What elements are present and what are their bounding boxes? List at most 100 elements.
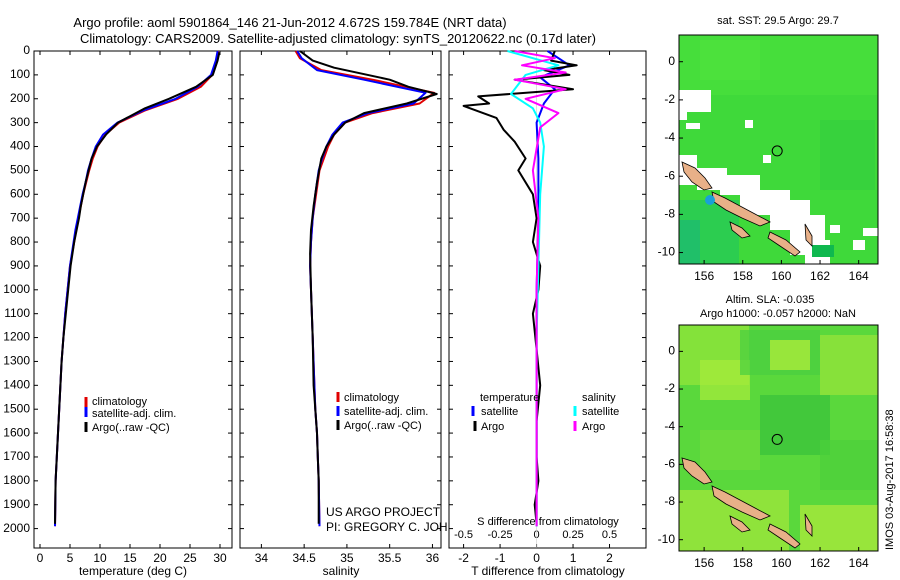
y-tick-label: 1300 xyxy=(3,354,30,368)
map-x-tick-label: 162 xyxy=(810,556,830,570)
float-position-marker xyxy=(771,145,783,157)
sla-map-frame xyxy=(678,324,879,552)
difference-axes-frame xyxy=(448,50,647,549)
series-line-salinity-argo xyxy=(513,50,567,527)
difference-panel: -2 -1 0 1 2-0.5 -0.25 0 0.25 0.5 S difference fr… xyxy=(448,50,647,578)
map-x-tick-label: 160 xyxy=(771,269,791,283)
map-y-tick-label: 0 xyxy=(668,54,675,68)
x-tick-label: 35.5 xyxy=(378,551,402,565)
x-tick-label: 34.5 xyxy=(292,551,316,565)
legend-sat-label: satellite-adj. clim. xyxy=(344,406,428,418)
map-x-tick-label: 160 xyxy=(771,556,791,570)
legend-argo-label: Argo(..raw -QC) xyxy=(344,420,422,432)
y-tick-label: 300 xyxy=(10,115,30,129)
s-tick-label: 0.5 xyxy=(602,529,617,541)
legend-sat-label: satellite-adj. clim. xyxy=(92,408,176,420)
x-tick-label: 20 xyxy=(153,551,167,565)
x-tick-label: -2 xyxy=(458,551,469,565)
x-tick-label: 0 xyxy=(37,551,44,565)
legend-temperature-header: temperature xyxy=(480,392,539,404)
legend-clim-label: climatology xyxy=(344,392,400,404)
y-tick-label: 1600 xyxy=(3,425,30,439)
temperature-legend: climatology satellite-adj. clim. Argo(..… xyxy=(84,396,176,434)
map-y-tick-label: -4 xyxy=(664,419,675,433)
y-tick-label: 700 xyxy=(10,210,30,224)
s-tick-label: 0.25 xyxy=(562,529,583,541)
sst-missing-data xyxy=(679,90,711,112)
x-tick-label: 2 xyxy=(606,551,613,565)
y-tick-label: 400 xyxy=(10,139,30,153)
salinity-axes-frame xyxy=(239,50,442,549)
x-tick-label: 25 xyxy=(183,551,197,565)
x-tick-label: 15 xyxy=(123,551,137,565)
project-line2: PI: GREGORY C. JOHNSON xyxy=(326,520,482,534)
y-tick-label: 1100 xyxy=(4,306,30,320)
map-y-tick-label: -8 xyxy=(664,207,675,221)
x-tick-label: -1 xyxy=(495,551,506,565)
map-x-tick-label: 164 xyxy=(849,269,869,283)
map-y-tick-label: -2 xyxy=(664,381,675,395)
legend-argo-label: Argo(..raw -QC) xyxy=(92,422,170,434)
y-tick-label: 1200 xyxy=(3,330,30,344)
y-tick-label: 800 xyxy=(10,234,30,248)
map-y-tick-label: -6 xyxy=(664,457,675,471)
series-line-temperature-argo xyxy=(462,50,578,524)
credit-stamp: IMOS 03-Aug-2017 16:58:38 xyxy=(884,409,896,550)
x-tick-label: 34 xyxy=(255,551,269,565)
x-tick-label: 1 xyxy=(570,551,577,565)
map-y-tick-label: -2 xyxy=(664,92,675,106)
header-line2: Climatology: CARS2009. Satellite-adjuste… xyxy=(80,31,596,46)
t-difference-xlabel: T difference from climatology xyxy=(471,564,625,578)
series-line-argo-raw-qc xyxy=(54,51,221,524)
s-difference-label: S difference from climatology xyxy=(477,516,619,528)
y-tick-label: 0 xyxy=(23,43,30,57)
map-x-tick-label: 156 xyxy=(694,556,714,570)
map-x-tick-label: 164 xyxy=(849,556,869,570)
salinity-xlabel: salinity xyxy=(323,564,360,578)
y-tick-label: 2000 xyxy=(3,521,30,535)
y-tick-label: 1500 xyxy=(3,401,30,415)
temperature-axes-frame xyxy=(33,50,233,549)
sla-map-title2: Argo h1000: -0.057 h2000: NaN xyxy=(700,308,856,320)
map-y-tick-label: -10 xyxy=(658,245,676,259)
s-tick-label: -0.5 xyxy=(454,529,473,541)
y-tick-label: 500 xyxy=(10,163,30,177)
temperature-xlabel: temperature (deg C) xyxy=(79,564,187,578)
series-line-argo-raw-qc xyxy=(299,50,438,524)
y-tick-label: 1400 xyxy=(3,377,30,391)
map-x-tick-label: 158 xyxy=(733,269,753,283)
sla-map-title1: Altim. SLA: -0.035 xyxy=(726,294,815,306)
map-x-tick-label: 156 xyxy=(694,269,714,283)
x-tick-label: 10 xyxy=(93,551,107,565)
map-y-tick-label: -10 xyxy=(658,532,676,546)
map-y-tick-label: -6 xyxy=(664,168,675,182)
legend-salinity-header: salinity xyxy=(582,392,616,404)
sla-map-field xyxy=(679,325,878,551)
x-tick-label: 35 xyxy=(340,551,354,565)
y-tick-label: 600 xyxy=(10,186,30,200)
y-tick-label: 1000 xyxy=(3,282,30,296)
legend-s-argo-label: Argo xyxy=(582,421,605,433)
project-line1: US ARGO PROJECT xyxy=(326,505,441,519)
x-tick-label: 30 xyxy=(213,551,227,565)
legend-t-sat-label: satellite xyxy=(481,406,518,418)
y-tick-label: 100 xyxy=(10,67,30,81)
salinity-panel: 34 34.5 35 35.5 36 salinity climatology sate… xyxy=(239,50,482,578)
y-tick-label: 1700 xyxy=(3,449,30,463)
legend-clim-label: climatology xyxy=(92,396,148,408)
sst-map-frame xyxy=(678,34,879,265)
map-y-tick-label: 0 xyxy=(668,344,675,358)
sst-map-field xyxy=(679,35,878,264)
salinity-legend: climatology satellite-adj. clim. Argo(..… xyxy=(336,392,428,432)
float-position-marker xyxy=(771,433,783,445)
header-line1: Argo profile: aoml 5901864_146 21-Jun-20… xyxy=(73,15,506,30)
y-tick-label: 200 xyxy=(10,91,30,105)
sla-map: Altim. SLA: -0.035 Argo h1000: -0.057 h2… xyxy=(658,294,879,570)
legend-t-argo-label: Argo xyxy=(481,421,504,433)
sst-map-title: sat. SST: 29.5 Argo: 29.7 xyxy=(717,15,839,27)
x-tick-label: 5 xyxy=(67,551,74,565)
map-x-tick-label: 158 xyxy=(733,556,753,570)
y-tick-label: 900 xyxy=(10,258,30,272)
x-tick-label: 36 xyxy=(426,551,440,565)
